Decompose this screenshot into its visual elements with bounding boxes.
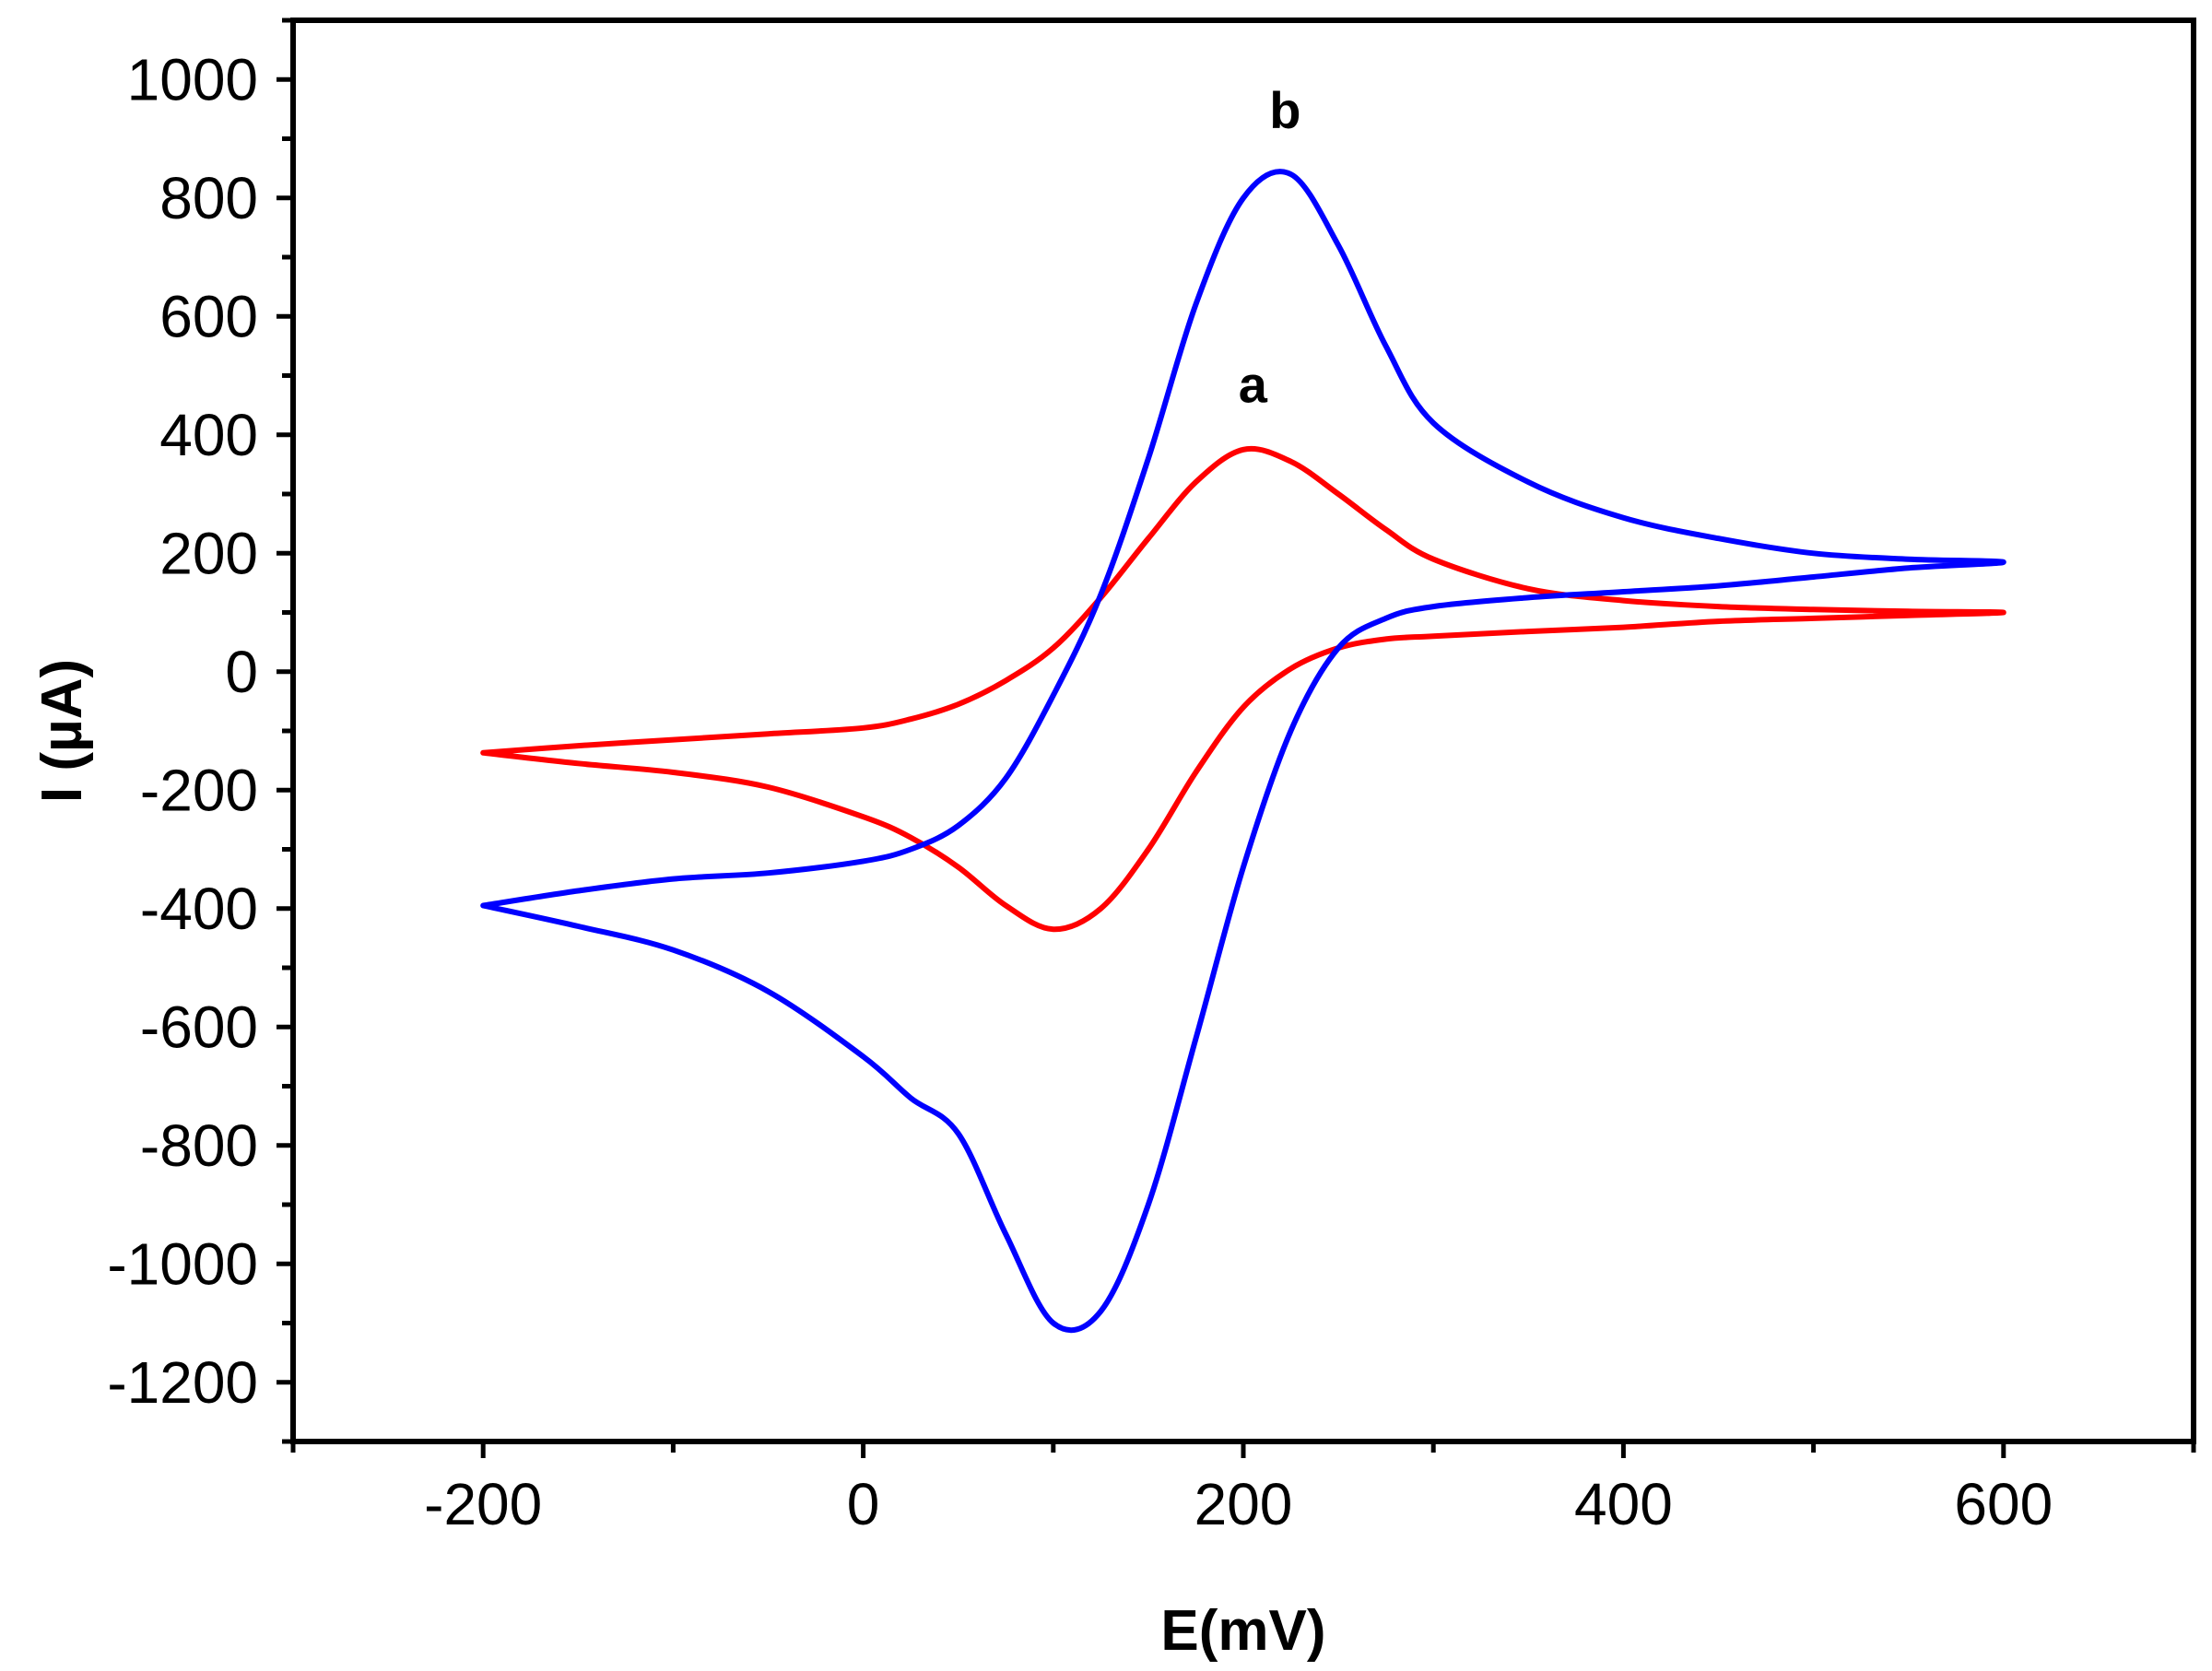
y-axis-title: I (µA)	[30, 659, 94, 803]
annotation-a: a	[1239, 355, 1268, 413]
x-axis-ticks: -200 0 200 400 600	[290, 1442, 2196, 1537]
x-tick-label: 200	[1194, 1471, 1293, 1537]
y-tick-label: -1200	[107, 1349, 258, 1416]
y-tick-label: 400	[159, 402, 258, 468]
x-tick-label: 0	[847, 1471, 880, 1537]
y-tick-label: 800	[159, 165, 258, 231]
x-axis-title: E(mV)	[1160, 1599, 1325, 1663]
y-tick-label: -1000	[107, 1230, 258, 1297]
annotation-layer: ab	[1239, 81, 1301, 413]
y-axis-ticks: 1000 800 600 400 200 0 -200 -400 -600 -800 -1000 -1…	[107, 18, 293, 1444]
series-line-b	[480, 169, 2006, 1334]
annotation-b: b	[1269, 81, 1300, 139]
y-tick-label: -200	[140, 757, 258, 823]
y-tick-label: -800	[140, 1112, 258, 1179]
x-tick-label: 400	[1574, 1471, 1673, 1537]
series-line-a	[480, 445, 2006, 933]
y-tick-label: 1000	[127, 46, 258, 112]
y-tick-label: -600	[140, 994, 258, 1060]
series-layer	[480, 169, 2006, 1334]
plot-frame	[290, 18, 2196, 1444]
y-tick-label: 600	[159, 283, 258, 349]
x-tick-label: 600	[1954, 1471, 2053, 1537]
y-tick-label: -400	[140, 876, 258, 942]
y-tick-label: 0	[225, 639, 258, 705]
x-tick-label: -200	[424, 1471, 542, 1537]
y-tick-label: 200	[159, 520, 258, 586]
